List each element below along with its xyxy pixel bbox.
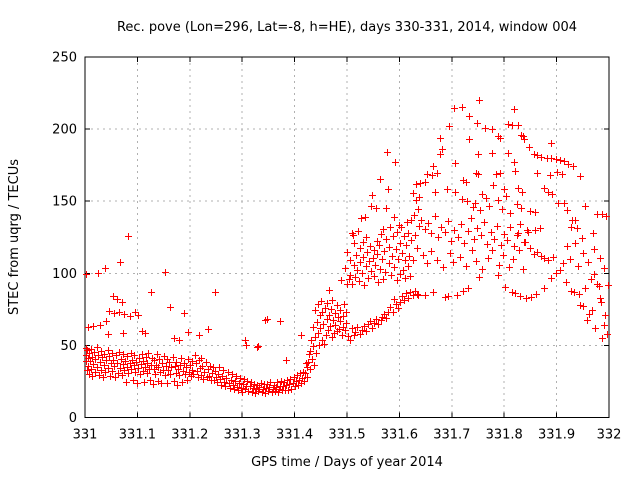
svg-text:331.9: 331.9 [538,428,575,443]
svg-text:100: 100 [52,267,77,282]
svg-text:200: 200 [52,123,77,138]
svg-text:331.4: 331.4 [276,428,313,443]
svg-text:332: 332 [597,428,622,443]
svg-text:250: 250 [52,51,77,66]
svg-text:50: 50 [60,339,77,354]
x-tick-labels: 331 331.1 331.2 331.3 331.4 331.5 331.6 331.7 33… [73,428,622,443]
chart-title: Rec. pove (Lon=296, Lat=-8, h=HE), days … [117,20,577,35]
scatter-points [83,97,612,397]
grid-lines [85,57,609,418]
svg-text:331.6: 331.6 [381,428,418,443]
svg-text:331.7: 331.7 [433,428,470,443]
svg-text:331.1: 331.1 [119,428,156,443]
x-axis-label: GPS time / Days of year 2014 [251,455,443,470]
y-tick-labels: 0 50 100 150 200 250 [52,51,77,427]
svg-text:0: 0 [69,411,77,426]
svg-text:331.2: 331.2 [171,428,208,443]
svg-text:331: 331 [73,428,98,443]
axis-ticks [84,56,610,418]
svg-text:331.5: 331.5 [328,428,365,443]
y-axis-label: STEC from uqrg / TECUs [7,159,22,315]
svg-text:331.8: 331.8 [486,428,523,443]
svg-text:331.3: 331.3 [224,428,261,443]
plot-frame-border [84,56,610,418]
svg-text:150: 150 [52,195,77,210]
